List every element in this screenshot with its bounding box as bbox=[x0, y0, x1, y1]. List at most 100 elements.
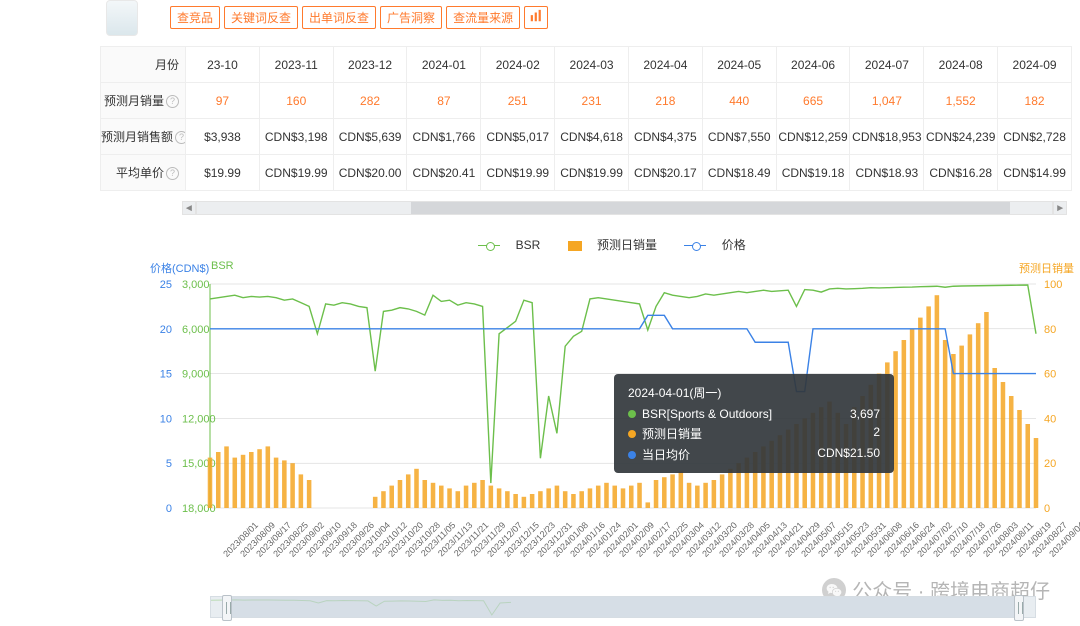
svg-text:60: 60 bbox=[1044, 369, 1056, 381]
scroll-left-arrow[interactable]: ◄ bbox=[182, 201, 196, 215]
table-cell: CDN$16.28 bbox=[924, 155, 998, 191]
table-cell: CDN$14.99 bbox=[998, 155, 1072, 191]
table-cell: CDN$18,953 bbox=[850, 119, 924, 155]
info-icon[interactable]: ? bbox=[166, 95, 179, 108]
table-cell: CDN$20.00 bbox=[333, 155, 407, 191]
top-toolbar: 查竞品关键词反查出单词反查广告洞察查流量来源 bbox=[170, 6, 548, 29]
svg-text:40: 40 bbox=[1044, 413, 1056, 425]
table-cell: CDN$2,728 bbox=[998, 119, 1072, 155]
chart-svg: 018,0000515,000201012,00040159,00060206,… bbox=[156, 274, 1068, 518]
toolbar-pill[interactable]: 关键词反查 bbox=[224, 6, 298, 29]
legend-sales[interactable]: 预测日销量 bbox=[562, 238, 663, 252]
svg-text:12,000: 12,000 bbox=[182, 413, 216, 425]
svg-text:0: 0 bbox=[1044, 503, 1050, 515]
table-cell: CDN$4,618 bbox=[555, 119, 629, 155]
svg-text:20: 20 bbox=[160, 324, 172, 336]
trend-chart[interactable]: BSR 预测日销量 价格 价格(CDN$) BSR 预测日销量 018,0000… bbox=[156, 230, 1068, 600]
svg-text:0: 0 bbox=[166, 503, 172, 515]
table-cell: 2024-09 bbox=[998, 47, 1072, 83]
table-row-pred-sales: 预测月销量?97160282872512312184406651,0471,55… bbox=[101, 83, 1072, 119]
table-cell: CDN$1,766 bbox=[407, 119, 481, 155]
table-row-pred-rev: 预测月销售额?$3,938CDN$3,198CDN$5,639CDN$1,766… bbox=[101, 119, 1072, 155]
table-cell: 665 bbox=[776, 83, 850, 119]
table-cell: CDN$3,198 bbox=[259, 119, 333, 155]
svg-text:15: 15 bbox=[160, 369, 172, 381]
svg-text:20: 20 bbox=[1044, 458, 1056, 470]
svg-text:100: 100 bbox=[1044, 279, 1062, 291]
table-cell: CDN$19.99 bbox=[555, 155, 629, 191]
table-cell: CDN$20.17 bbox=[628, 155, 702, 191]
table-cell: 1,552 bbox=[924, 83, 998, 119]
chart-legend[interactable]: BSR 预测日销量 价格 bbox=[156, 236, 1068, 253]
table-cell: CDN$5,017 bbox=[481, 119, 555, 155]
brush-handle-right[interactable] bbox=[1014, 595, 1024, 621]
table-cell: CDN$18.93 bbox=[850, 155, 924, 191]
axis-title-bsr: BSR bbox=[211, 260, 234, 272]
svg-text:6,000: 6,000 bbox=[182, 324, 210, 336]
table-cell: 218 bbox=[628, 83, 702, 119]
table-cell: CDN$20.41 bbox=[407, 155, 481, 191]
metrics-table: 月份23-102023-112023-122024-012024-022024-… bbox=[100, 46, 1080, 191]
scroll-thumb[interactable] bbox=[411, 202, 1010, 214]
info-icon[interactable]: ? bbox=[175, 131, 185, 144]
product-thumbnail bbox=[106, 0, 138, 36]
scroll-right-arrow[interactable]: ► bbox=[1053, 201, 1067, 215]
toolbar-pill[interactable]: 查竞品 bbox=[170, 6, 220, 29]
table-cell: 1,047 bbox=[850, 83, 924, 119]
table-cell: 2023-12 bbox=[333, 47, 407, 83]
svg-text:3,000: 3,000 bbox=[182, 279, 210, 291]
x-axis-labels: 2023/08/012023/08/092023/08/172023/08/25… bbox=[210, 520, 1040, 580]
table-cell: CDN$12,259 bbox=[776, 119, 850, 155]
table-row-month: 月份23-102023-112023-122024-012024-022024-… bbox=[101, 47, 1072, 83]
toolbar-pill[interactable]: 查流量来源 bbox=[446, 6, 520, 29]
table-cell: CDN$5,639 bbox=[333, 119, 407, 155]
table-cell: $19.99 bbox=[186, 155, 260, 191]
legend-price[interactable]: 价格 bbox=[678, 238, 751, 252]
table-cell: CDN$7,550 bbox=[702, 119, 776, 155]
table-cell: 2024-08 bbox=[924, 47, 998, 83]
table-cell: CDN$19.99 bbox=[259, 155, 333, 191]
svg-text:25: 25 bbox=[160, 279, 172, 291]
table-cell: 97 bbox=[186, 83, 260, 119]
table-cell: $3,938 bbox=[186, 119, 260, 155]
table-cell: 2024-01 bbox=[407, 47, 481, 83]
table-cell: 440 bbox=[702, 83, 776, 119]
table-cell: 87 bbox=[407, 83, 481, 119]
row-header: 平均单价? bbox=[101, 155, 186, 191]
brush-handle-left[interactable] bbox=[222, 595, 232, 621]
table-cell: 2024-02 bbox=[481, 47, 555, 83]
table-cell: 2024-06 bbox=[776, 47, 850, 83]
table-cell: 231 bbox=[555, 83, 629, 119]
toolbar-chart-icon[interactable] bbox=[524, 6, 548, 29]
table-cell: 182 bbox=[998, 83, 1072, 119]
table-cell: CDN$19.99 bbox=[481, 155, 555, 191]
table-cell: CDN$18.49 bbox=[702, 155, 776, 191]
table-horizontal-scrollbar[interactable]: ◄ ► bbox=[182, 200, 1067, 216]
table-cell: CDN$19.18 bbox=[776, 155, 850, 191]
svg-text:9,000: 9,000 bbox=[182, 369, 210, 381]
table-cell: CDN$24,239 bbox=[924, 119, 998, 155]
svg-text:5: 5 bbox=[166, 458, 172, 470]
scroll-track[interactable] bbox=[196, 201, 1054, 215]
table-cell: 2024-04 bbox=[628, 47, 702, 83]
chart-time-brush[interactable] bbox=[210, 596, 1036, 618]
table-row-avg-price: 平均单价?$19.99CDN$19.99CDN$20.00CDN$20.41CD… bbox=[101, 155, 1072, 191]
chart-tooltip: 2024-04-01(周一)BSR[Sports & Outdoors]3,69… bbox=[614, 374, 894, 473]
table-cell: 23-10 bbox=[186, 47, 260, 83]
table-cell: 2024-05 bbox=[702, 47, 776, 83]
table-cell: 2024-07 bbox=[850, 47, 924, 83]
legend-bsr[interactable]: BSR bbox=[472, 238, 546, 252]
info-icon[interactable]: ? bbox=[166, 167, 179, 180]
toolbar-pill[interactable]: 出单词反查 bbox=[302, 6, 376, 29]
table-cell: 2024-03 bbox=[555, 47, 629, 83]
table-cell: CDN$4,375 bbox=[628, 119, 702, 155]
toolbar-pill[interactable]: 广告洞察 bbox=[380, 6, 442, 29]
table-cell: 2023-11 bbox=[259, 47, 333, 83]
svg-text:80: 80 bbox=[1044, 324, 1056, 336]
table-cell: 160 bbox=[259, 83, 333, 119]
row-header: 预测月销售额? bbox=[101, 119, 186, 155]
row-header: 预测月销量? bbox=[101, 83, 186, 119]
table-cell: 251 bbox=[481, 83, 555, 119]
brush-selection[interactable] bbox=[227, 597, 1018, 617]
svg-text:10: 10 bbox=[160, 413, 172, 425]
